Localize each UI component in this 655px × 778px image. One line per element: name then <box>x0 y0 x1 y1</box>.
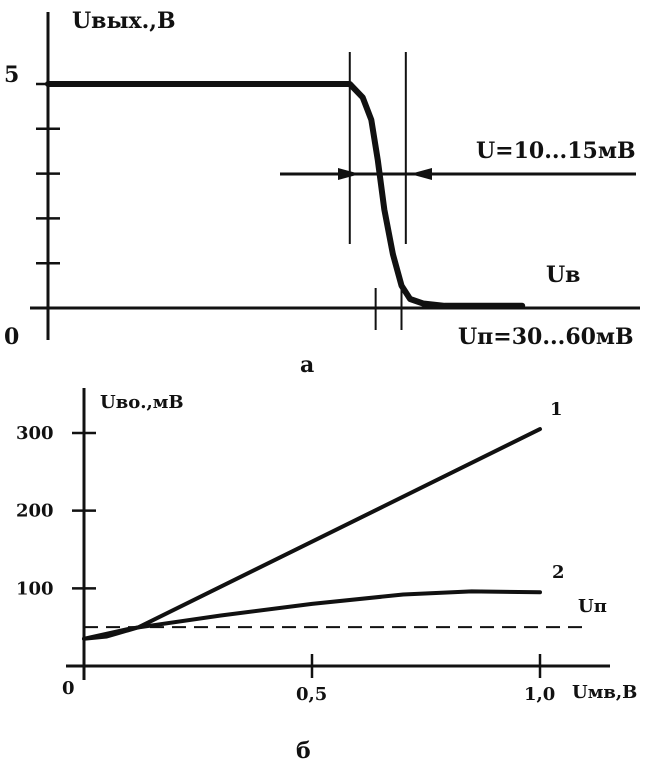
chart-b-ytick-label: 100 <box>16 578 54 599</box>
chart-b-xtick-label: 1,0 <box>524 684 555 705</box>
chart-b-ytick-label: 200 <box>16 501 54 522</box>
chart-b-ytick-label: 300 <box>16 423 54 444</box>
chart-a-hysteresis-label: Uп=30...60мВ <box>458 324 634 350</box>
chart-a-series-label: Uв <box>546 262 580 288</box>
chart-a-ylabel: Uвых.,В <box>72 8 176 34</box>
chart-a-panel-label: а <box>300 352 314 378</box>
chart-b-reference-label: Uп <box>578 596 607 617</box>
chart-b-series-2-label: 2 <box>552 562 565 583</box>
chart-b-xlabel: Uмв,В <box>572 682 637 703</box>
chart-b-series-2 <box>82 589 542 641</box>
chart-a-arrow-left-icon <box>410 168 432 180</box>
chart-a-arrow-right-icon <box>338 168 360 180</box>
chart-a-ytick-0: 0 <box>4 324 19 350</box>
chart-b-xtick-label: 0 <box>62 678 75 699</box>
chart-a-threshold-label: U=10...15мВ <box>476 138 636 164</box>
chart-a-series-uv <box>45 81 526 309</box>
chart-b-series-1-label: 1 <box>550 399 563 420</box>
chart-a: Uвых.,В 5 0 U=10...15мВ Uв Uп=30...60мВ … <box>4 8 640 378</box>
chart-b: 100 200 300 0 0,5 1,0 Uво.,мВ Uмв,В 1 2 Uп б <box>16 388 637 764</box>
chart-a-ytick-5: 5 <box>4 62 19 88</box>
chart-b-series-1 <box>82 427 542 641</box>
chart-b-xtick-label: 0,5 <box>296 684 327 705</box>
chart-b-panel-label: б <box>296 738 311 764</box>
chart-b-ylabel: Uво.,мВ <box>100 392 184 413</box>
